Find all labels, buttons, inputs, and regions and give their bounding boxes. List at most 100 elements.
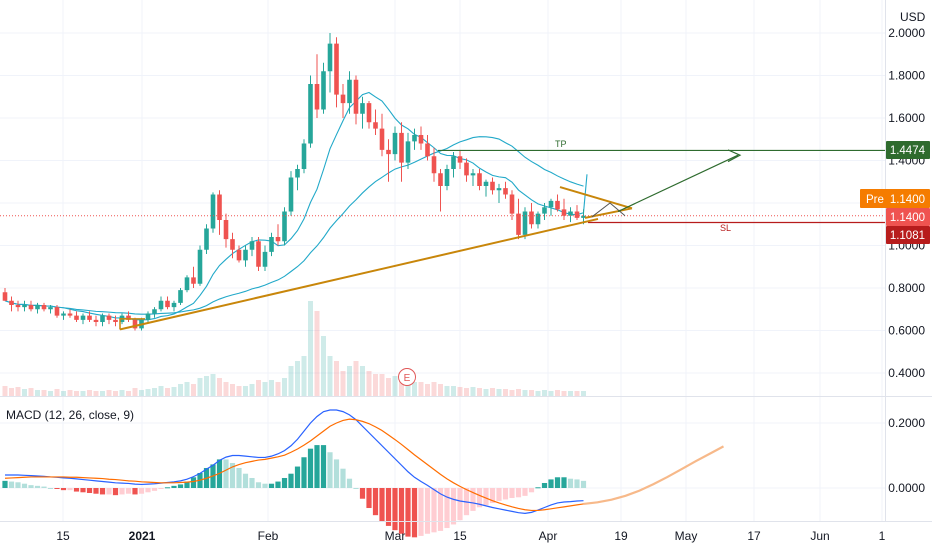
volume-bar [230,384,235,396]
candle-body [503,188,508,195]
macd-histogram-bar [333,459,340,488]
candle-body [464,162,469,176]
signal-line [4,418,584,512]
candle-body [74,315,79,320]
trendline-handle [119,318,145,330]
svg-text:1.4474: 1.4474 [890,145,926,157]
candle-body [321,71,326,110]
candle-body [178,290,183,303]
volume-bar [106,390,112,396]
macd-histogram-bar [541,482,548,488]
macd-histogram-bar [21,483,28,488]
time-axis[interactable]: 15 2021 Feb Mar 15 Apr 19 May 17 Jun 1 [56,529,885,543]
macd-histogram-bar [366,488,372,509]
macd-histogram-bar [379,488,385,522]
volume-bar [249,384,255,396]
volume-bar [100,391,105,396]
candle-body [28,305,34,310]
macd-histogram-bar [567,478,574,488]
volume-bar [145,389,151,396]
macd-histogram-bar [554,477,561,488]
volume-bar [548,391,554,396]
volume-bar [132,388,138,396]
macd-axis[interactable]: 0.2000 0.0000 [888,416,925,495]
volume-bar [314,311,320,396]
candle-body [145,313,151,320]
volume-bar [470,387,476,396]
macd-histogram-bar [418,488,424,536]
candle-body [197,249,203,284]
grid-lines [0,0,885,521]
macd-histogram-bar [2,480,8,488]
volume-bar [464,388,469,396]
volume-bar [243,386,248,396]
candle-body [230,239,235,250]
candle-body [555,200,560,210]
macd-histogram-bar [112,488,119,496]
candle-body [418,135,424,144]
candle-body [561,209,567,216]
macd-tick-label: 0.0000 [888,481,925,495]
candle-body [158,300,164,310]
volume-bar [171,387,177,396]
volume-bar [405,378,411,396]
macd-histogram-bar [125,488,132,494]
macd-histogram-bar [294,466,301,488]
macd-histogram-bar [314,445,320,488]
macd-histogram-bar [340,468,346,488]
macd-histogram-bar [385,488,392,526]
macd-histogram-bar [424,488,431,534]
volume-bar [535,391,541,396]
macd-histogram-bar [431,488,437,533]
volume-bar [197,378,203,396]
macd-histogram-bar [15,482,21,488]
volume-bar [366,371,372,396]
candle-body [282,211,287,242]
macd-label[interactable]: MACD (12, 26, close, 9) [6,408,134,422]
macd-histogram-bar [86,488,93,494]
volume-bar [210,374,216,396]
macd-line [5,409,584,514]
candle-body [165,300,170,308]
macd-histogram-bar [353,488,359,489]
candle-body [100,315,105,322]
price-tick-label: 1.8000 [888,69,925,83]
ma-slow-line [4,136,584,315]
macd-histogram-bar [60,488,67,491]
volume-bar [269,380,274,396]
candle-body [132,319,138,329]
earnings-icon[interactable] [398,368,416,386]
candle-body [308,84,313,144]
macd-histogram-bar [489,488,496,504]
earnings-label: E [404,373,411,384]
macd-histogram-bar [164,487,171,489]
volume-bar [178,384,183,396]
volume-bar [574,391,580,396]
drawing-tools[interactable] [0,149,885,331]
candle-body [509,194,515,214]
macd-histogram-bar [132,488,138,495]
time-tick-label: 17 [747,529,761,543]
earnings-marker[interactable]: E [398,368,416,386]
candle-body [581,215,586,218]
volume-bar [431,382,437,396]
time-tick-label: Apr [539,529,558,543]
candle-body [41,305,47,310]
volume-bar [9,388,14,396]
macd-histogram-bar [528,488,535,493]
macd-histogram-bar [483,488,489,506]
volume-bar [139,390,144,396]
volume-bar [360,366,365,396]
volume-bar [301,356,307,396]
tp-annotation: TP [555,139,567,149]
macd-histogram-bar [145,488,151,493]
candle-body [353,79,359,114]
candle-body [67,313,73,316]
macd-tick-label: 0.2000 [888,416,925,430]
time-tick-label: 15 [453,529,467,543]
macd-histogram-bar [106,488,112,495]
currency-label: USD [900,10,926,24]
candle-body [15,305,21,308]
svg-text:1.1081: 1.1081 [890,230,925,242]
